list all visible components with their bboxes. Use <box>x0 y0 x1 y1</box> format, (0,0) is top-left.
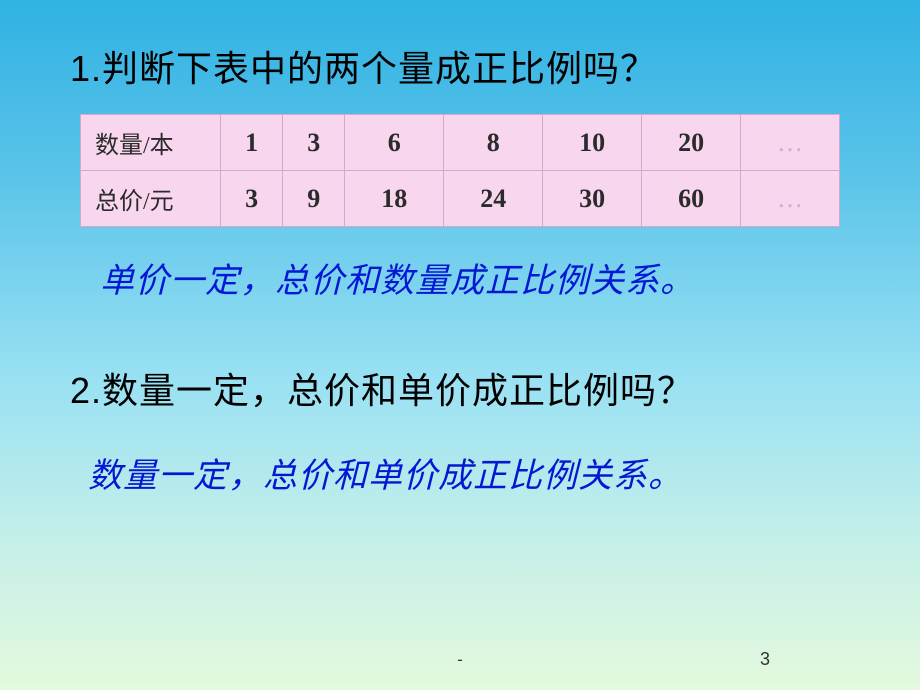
table-cell: 20 <box>642 115 741 171</box>
footer: - <box>0 650 920 670</box>
table-cell-ellipsis: … <box>741 115 840 171</box>
table-cell-ellipsis: … <box>741 171 840 227</box>
answer-2: 数量一定，总价和单价成正比例关系。 <box>88 448 850 497</box>
table-row: 总价/元 3 9 18 24 30 60 … <box>81 171 840 227</box>
row2-label: 总价/元 <box>81 171 221 227</box>
question-1: 1.判断下表中的两个量成正比例吗？ <box>70 40 850 92</box>
table-cell: 8 <box>444 115 543 171</box>
footer-mark: - <box>457 650 463 670</box>
slide: 1.判断下表中的两个量成正比例吗？ 数量/本 1 3 6 8 10 20 … 总… <box>0 0 920 690</box>
table-cell: 3 <box>283 115 345 171</box>
table-cell: 9 <box>283 171 345 227</box>
table-cell: 18 <box>345 171 444 227</box>
table-cell: 60 <box>642 171 741 227</box>
data-table-wrap: 数量/本 1 3 6 8 10 20 … 总价/元 3 9 18 24 30 6… <box>80 114 840 227</box>
question-2: 2.数量一定，总价和单价成正比例吗？ <box>70 362 850 414</box>
answer-1: 单价一定，总价和数量成正比例关系。 <box>100 253 850 302</box>
data-table: 数量/本 1 3 6 8 10 20 … 总价/元 3 9 18 24 30 6… <box>80 114 840 227</box>
row1-label: 数量/本 <box>81 115 221 171</box>
page-number: 3 <box>760 649 770 670</box>
table-cell: 3 <box>221 171 283 227</box>
table-cell: 24 <box>444 171 543 227</box>
table-cell: 10 <box>543 115 642 171</box>
table-row: 数量/本 1 3 6 8 10 20 … <box>81 115 840 171</box>
table-cell: 1 <box>221 115 283 171</box>
table-cell: 30 <box>543 171 642 227</box>
table-cell: 6 <box>345 115 444 171</box>
